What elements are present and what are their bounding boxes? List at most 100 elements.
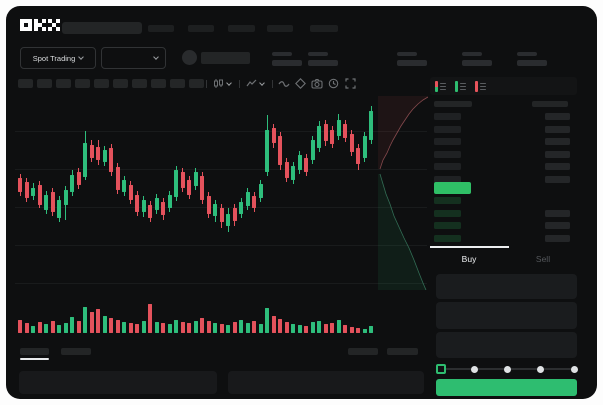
pair-selector-dropdown[interactable] xyxy=(101,47,166,69)
nav-item-placeholder[interactable] xyxy=(228,25,255,32)
ask-row[interactable] xyxy=(434,175,461,183)
last-price-badge[interactable] xyxy=(434,182,471,194)
volume-bar xyxy=(206,321,211,333)
slider-handle[interactable] xyxy=(436,364,446,374)
candle xyxy=(70,175,74,192)
volume-bar xyxy=(89,312,94,333)
volume-bar xyxy=(232,322,237,333)
camera-snapshot-button[interactable] xyxy=(311,78,323,89)
candle xyxy=(349,134,354,152)
fullscreen-button[interactable] xyxy=(345,78,356,89)
candle xyxy=(193,172,198,186)
timeframe-button[interactable] xyxy=(18,79,33,88)
bid-row[interactable] xyxy=(434,209,461,217)
interval-candle-icon xyxy=(214,79,223,88)
timeframe-button[interactable] xyxy=(189,79,204,88)
candle xyxy=(76,172,81,185)
chevron-down-icon xyxy=(153,54,159,60)
orders-tab[interactable] xyxy=(61,348,91,355)
ask-row-amount xyxy=(545,163,570,170)
candle xyxy=(96,147,100,160)
volume-bar xyxy=(304,326,308,333)
okx-logo[interactable] xyxy=(20,18,60,32)
candle xyxy=(31,188,35,196)
timeframe-button[interactable] xyxy=(113,79,128,88)
ask-row[interactable] xyxy=(434,125,461,133)
candle xyxy=(284,162,289,178)
ask-row[interactable] xyxy=(434,150,461,158)
book-combined-icon[interactable] xyxy=(434,80,447,93)
candlestick-chart[interactable] xyxy=(15,96,427,290)
tab-buy[interactable]: Buy xyxy=(461,254,477,264)
ask-row[interactable] xyxy=(434,138,461,145)
volume-bar xyxy=(193,321,198,333)
orders-tab-active[interactable] xyxy=(20,348,49,355)
chart-gridline xyxy=(15,283,427,284)
ask-row-amount xyxy=(545,150,570,158)
ask-row[interactable] xyxy=(434,113,461,120)
volume-bar xyxy=(96,309,100,333)
slider-step-dot[interactable] xyxy=(570,366,578,373)
amount-input-placeholder[interactable] xyxy=(436,302,577,329)
nav-item-placeholder[interactable] xyxy=(188,25,214,32)
timeframe-button[interactable] xyxy=(151,79,166,88)
slider-step-dot[interactable] xyxy=(504,366,511,373)
timeframe-button[interactable] xyxy=(56,79,71,88)
stat-value-placeholder xyxy=(272,60,302,66)
timeframe-button[interactable] xyxy=(132,79,147,88)
timeframe-button[interactable] xyxy=(75,79,90,88)
orderbook-amount-header-placeholder xyxy=(532,101,568,107)
volume-bar xyxy=(57,325,61,333)
draw-tool-button[interactable] xyxy=(295,78,306,89)
candle xyxy=(310,140,315,160)
candle xyxy=(252,196,256,208)
slider-step-dot[interactable] xyxy=(470,366,478,373)
candle xyxy=(232,208,237,221)
bid-row[interactable] xyxy=(434,197,461,204)
candle xyxy=(219,208,224,222)
candle xyxy=(57,200,61,218)
volume-bar xyxy=(297,325,302,333)
line-style-icon xyxy=(278,81,290,87)
ask-row-amount xyxy=(545,175,570,183)
volume-bar xyxy=(310,322,315,333)
slider-step-dot[interactable] xyxy=(537,366,545,373)
nav-item-placeholder[interactable] xyxy=(310,25,338,32)
coin-icon xyxy=(182,50,197,65)
timeframe-button[interactable] xyxy=(170,79,185,88)
ask-row[interactable] xyxy=(434,163,461,170)
timeframe-button[interactable] xyxy=(94,79,109,88)
candle xyxy=(206,196,211,214)
volume-bar xyxy=(200,318,204,333)
candle xyxy=(180,172,185,188)
nav-item-placeholder[interactable] xyxy=(148,25,174,32)
volume-bar xyxy=(31,326,35,333)
bid-row[interactable] xyxy=(434,234,461,242)
history-button[interactable] xyxy=(328,78,339,89)
bid-row[interactable] xyxy=(434,222,461,229)
nav-item-placeholder[interactable] xyxy=(267,25,293,32)
tab-sell[interactable]: Sell xyxy=(535,254,551,264)
timeframe-button[interactable] xyxy=(37,79,52,88)
candle xyxy=(245,192,250,206)
candle xyxy=(154,198,159,210)
line-style-button[interactable] xyxy=(278,78,290,89)
bid-row-amount xyxy=(545,222,570,229)
search-input[interactable] xyxy=(62,22,142,34)
price-input-placeholder[interactable] xyxy=(436,274,577,299)
orders-action-placeholder[interactable] xyxy=(387,348,418,355)
interval-candle-button[interactable] xyxy=(213,78,232,89)
volume-bar xyxy=(154,322,159,333)
candle xyxy=(317,126,321,148)
candle xyxy=(63,190,68,205)
indicators-button[interactable] xyxy=(246,78,265,89)
book-bids-icon[interactable] xyxy=(454,80,467,93)
buy-button[interactable] xyxy=(436,379,577,396)
candle xyxy=(271,128,276,143)
book-asks-icon[interactable] xyxy=(474,80,487,93)
orders-action-placeholder[interactable] xyxy=(348,348,378,355)
candle xyxy=(369,111,373,140)
total-input-placeholder[interactable] xyxy=(436,332,577,358)
candle xyxy=(304,158,308,172)
market-type-dropdown[interactable]: Spot Trading xyxy=(20,47,96,69)
